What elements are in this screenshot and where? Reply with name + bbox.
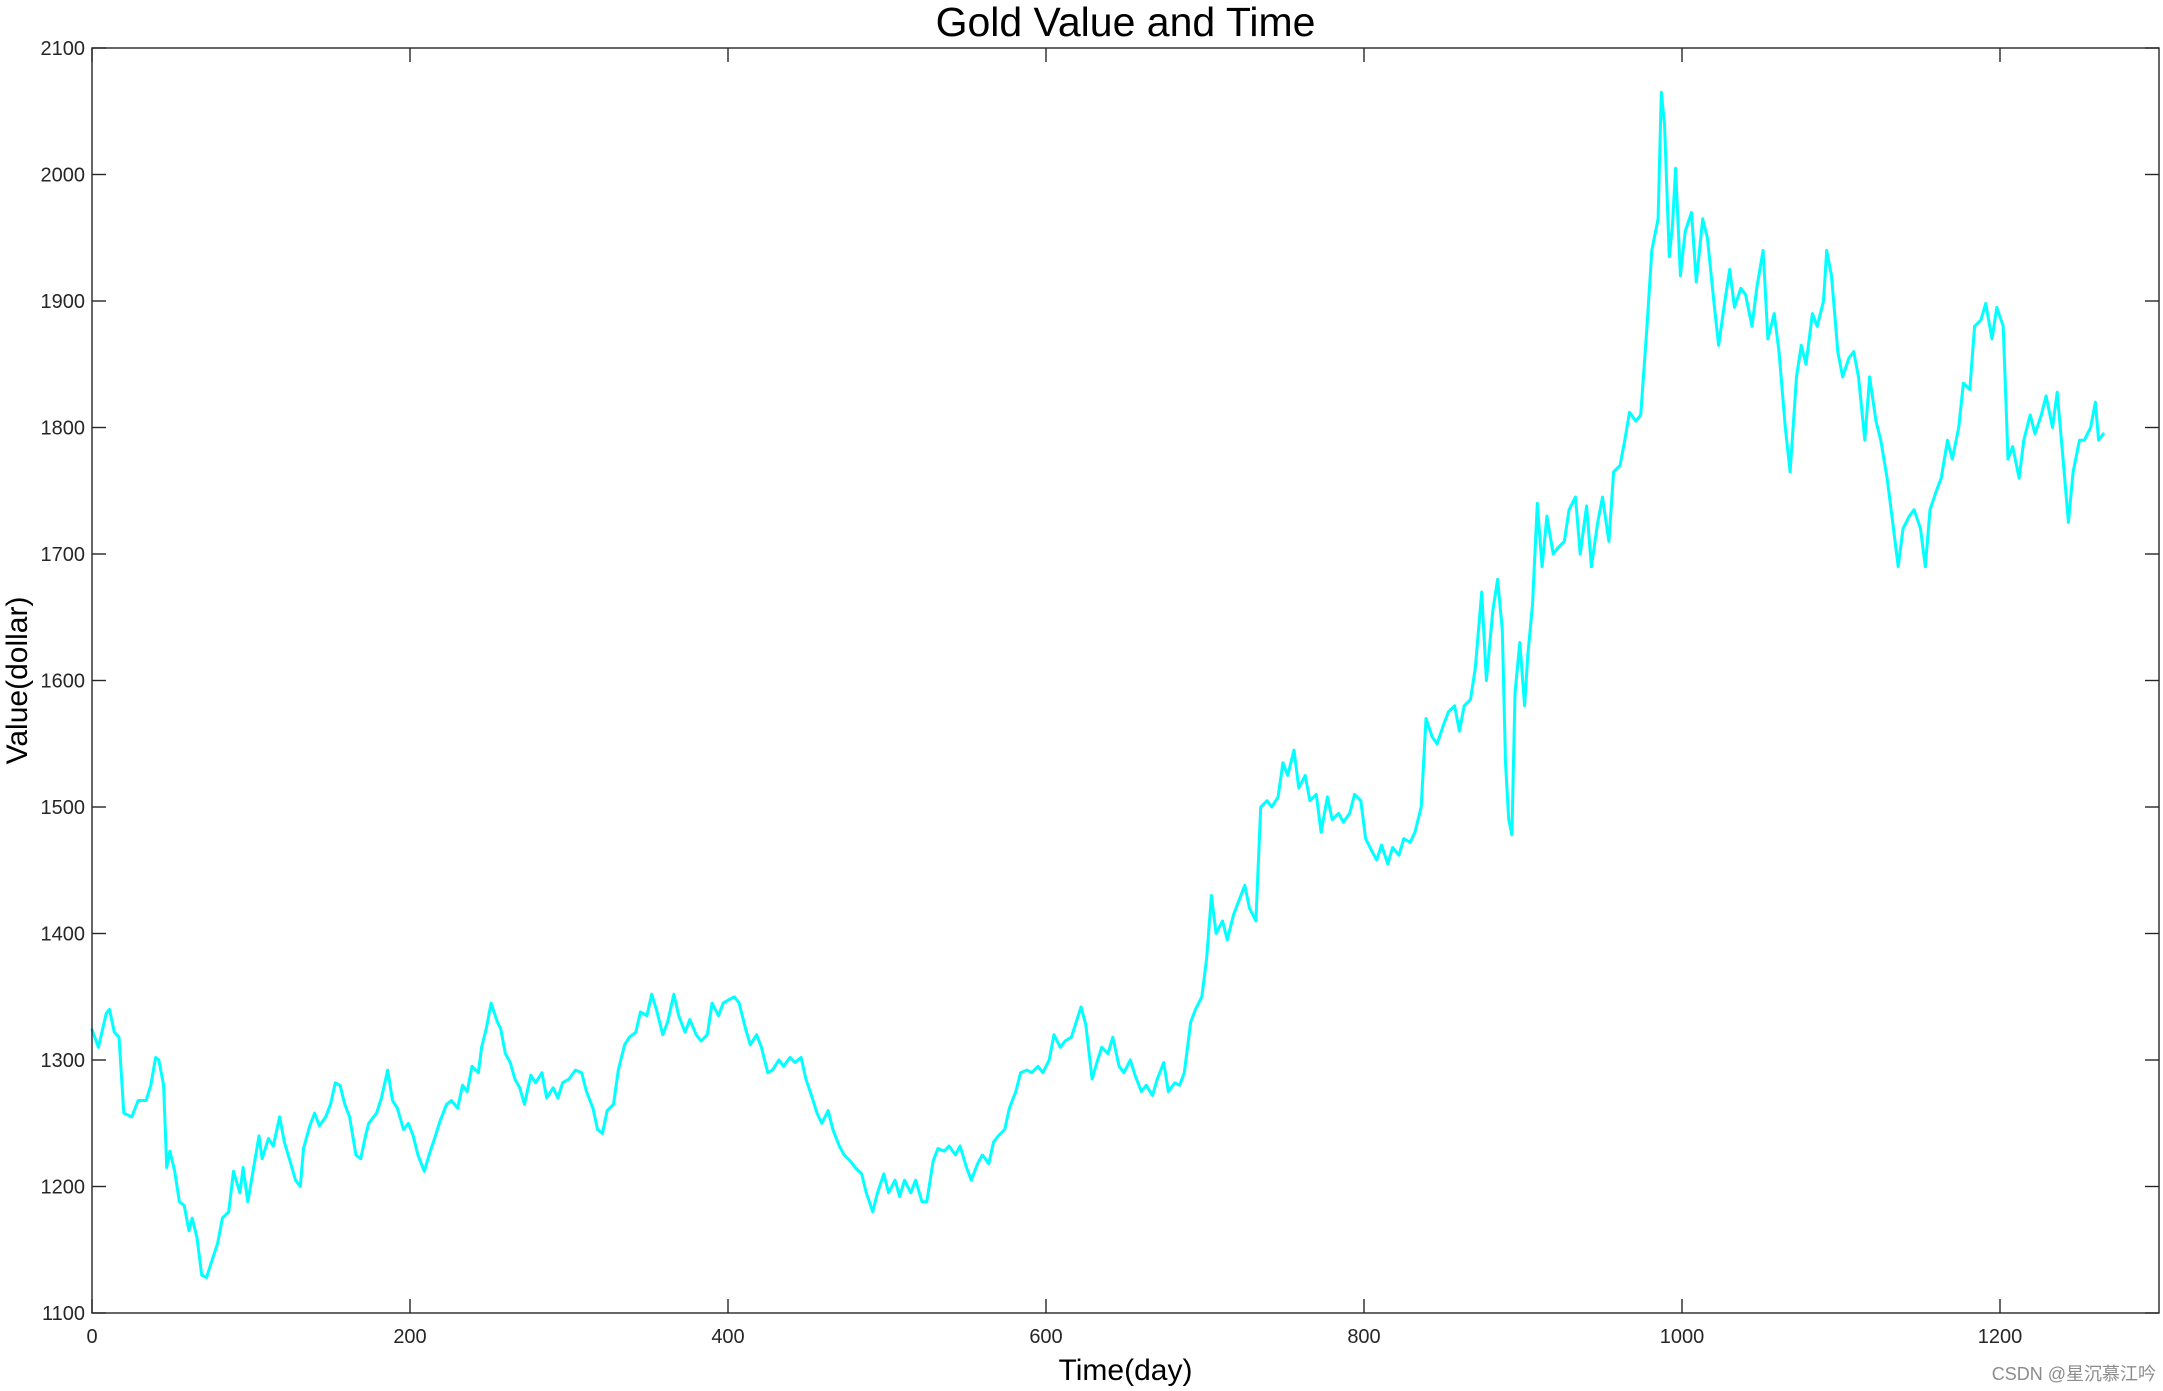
series-line-0: [90, 90, 2105, 1280]
y-axis-label: Value(dollar): [1, 597, 34, 765]
y-tick-label: 2000: [41, 165, 86, 187]
y-tick-label: 1300: [41, 1050, 86, 1072]
plot-series-group: [90, 90, 2105, 1280]
x-tick-label: 800: [1347, 1326, 1380, 1348]
y-tick-label: 1600: [41, 671, 86, 693]
x-axis-label: Time(day): [1059, 1354, 1193, 1387]
x-tick-label: 200: [393, 1326, 426, 1348]
plot-area: [92, 48, 2159, 1313]
watermark: CSDN @星沉慕江吟: [1992, 1364, 2156, 1384]
x-tick-label: 600: [1029, 1326, 1062, 1348]
y-tick-label: 1100: [42, 1303, 85, 1325]
tick-marks-group: [91, 47, 2159, 1314]
x-tick-label: 1000: [1660, 1326, 1705, 1348]
y-tick-label: 1900: [41, 291, 86, 313]
y-tick-label: 1700: [41, 544, 86, 566]
y-tick-label: 1200: [41, 1177, 86, 1199]
y-tick-label: 2100: [41, 38, 86, 60]
x-tick-label: 0: [86, 1326, 97, 1348]
x-tick-label: 400: [711, 1326, 744, 1348]
x-tick-label: 1200: [1978, 1326, 2023, 1348]
y-tick-label: 1800: [41, 418, 86, 440]
chart-title: Gold Value and Time: [936, 0, 1316, 45]
y-tick-label: 1400: [41, 924, 86, 946]
tick-labels-group: 0 200 400 600 800 1000 1200 1100 1200 1300 1400 150…: [41, 38, 2023, 1348]
y-tick-label: 1500: [41, 797, 86, 819]
